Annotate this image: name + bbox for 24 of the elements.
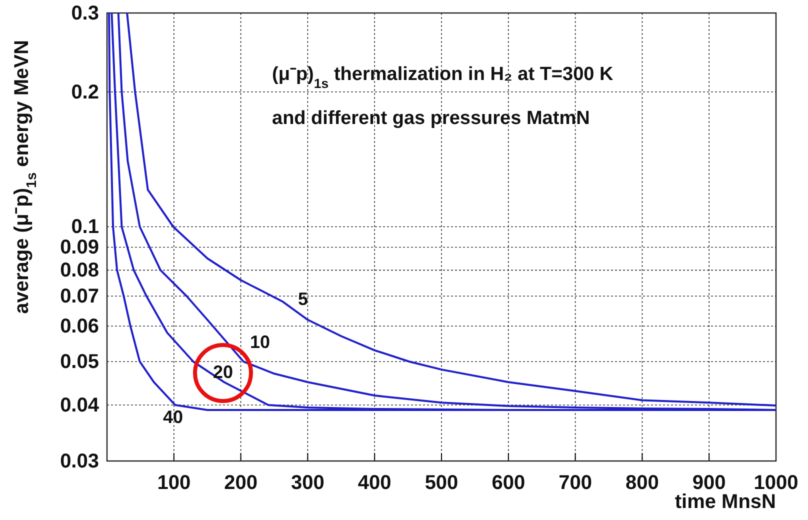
- series-label: 20: [212, 362, 234, 382]
- x-tick-label: 200: [224, 472, 258, 494]
- y-tick-label: 0.2: [71, 81, 99, 104]
- y-tick-label: 0.3: [71, 2, 99, 24]
- series-label: 5: [298, 288, 308, 309]
- x-tick-label: 600: [492, 472, 526, 494]
- y-tick-label: 0.06: [60, 316, 99, 338]
- series-label: 40: [162, 406, 184, 427]
- text: (μ⁻p)$_{1s}$ thermalization in H₂ at T=300 K: [272, 64, 614, 90]
- x-tick-label: 800: [626, 472, 659, 494]
- x-tick-label: 400: [358, 472, 392, 494]
- y-tick-label: 0.1: [71, 216, 99, 238]
- y-tick-label: 0.08: [60, 260, 99, 282]
- y-tick-label: 0.04: [60, 394, 100, 416]
- y-tick-label: 0.07: [60, 286, 99, 308]
- y-tick-label: 0.03: [60, 450, 99, 472]
- x-tick-label: 700: [558, 472, 592, 494]
- series-label: 10: [250, 332, 270, 352]
- x-tick-label: 100: [157, 472, 191, 494]
- x-tick-label: 300: [291, 472, 324, 494]
- x-tick-label: 500: [424, 472, 458, 494]
- text: and different gas pressures MatmN: [272, 108, 590, 129]
- y-tick-label: 0.09: [60, 236, 99, 259]
- y-tick-label: 0.05: [60, 351, 99, 374]
